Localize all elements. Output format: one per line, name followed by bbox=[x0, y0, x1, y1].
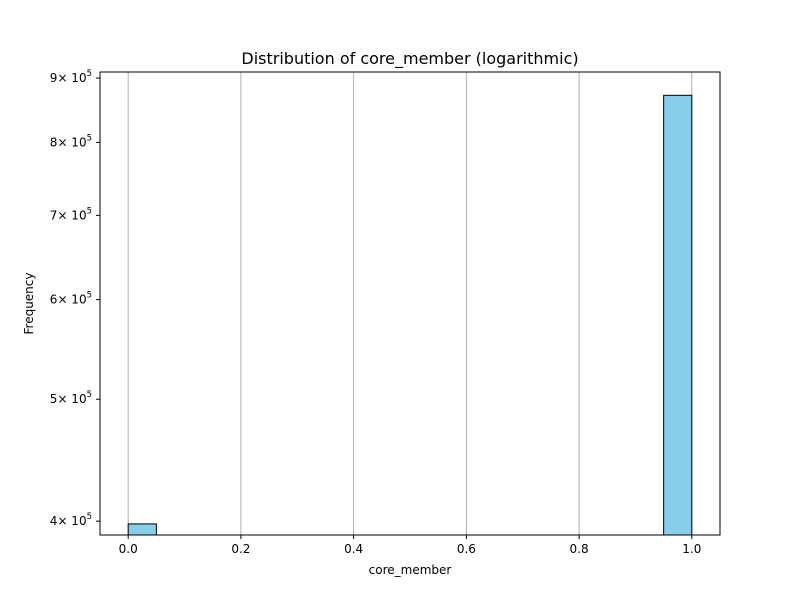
y-tick-base: × 10 bbox=[57, 71, 86, 85]
plot-frame bbox=[99, 71, 721, 536]
y-tick-exponent: 5 bbox=[87, 512, 92, 522]
histogram-bar bbox=[127, 523, 157, 536]
y-tick-exponent: 5 bbox=[87, 133, 92, 143]
y-axis-label: Frequency bbox=[22, 273, 36, 335]
chart-title: Distribution of core_member (logarithmic… bbox=[241, 49, 578, 69]
x-tick-label: 0.2 bbox=[231, 542, 250, 556]
y-tick-base: × 10 bbox=[57, 208, 86, 222]
y-tick-mantissa: 8 bbox=[50, 135, 58, 149]
y-tick-mantissa: 4 bbox=[50, 514, 58, 528]
x-tick-label: 0.0 bbox=[119, 542, 138, 556]
y-tick-label: 4× 105 bbox=[50, 512, 92, 528]
y-tick-label: 6× 105 bbox=[50, 291, 92, 307]
y-tick-mantissa: 6 bbox=[50, 293, 58, 307]
y-tick-base: × 10 bbox=[57, 135, 86, 149]
y-tick-base: × 10 bbox=[57, 514, 86, 528]
y-tick-mantissa: 9 bbox=[50, 71, 58, 85]
y-tick-exponent: 5 bbox=[87, 69, 92, 79]
bar-layer bbox=[127, 94, 693, 536]
x-axis-label: core_member bbox=[369, 563, 452, 577]
x-tick-label: 0.4 bbox=[344, 542, 363, 556]
x-tick-label: 0.8 bbox=[570, 542, 589, 556]
y-tick-exponent: 5 bbox=[87, 206, 92, 216]
y-tick-base: × 10 bbox=[57, 392, 86, 406]
x-tick-label: 0.6 bbox=[457, 542, 476, 556]
y-tick-exponent: 5 bbox=[87, 291, 92, 301]
y-tick-exponent: 5 bbox=[87, 390, 92, 400]
y-tick-mantissa: 7 bbox=[50, 208, 58, 222]
y-tick-base: × 10 bbox=[57, 293, 86, 307]
y-tick-mantissa: 5 bbox=[50, 392, 58, 406]
y-tick-label: 8× 105 bbox=[50, 133, 92, 149]
y-tick-label: 7× 105 bbox=[50, 206, 92, 222]
x-tick-label: 1.0 bbox=[682, 542, 701, 556]
histogram-bar bbox=[663, 94, 693, 536]
y-tick-label: 5× 105 bbox=[50, 390, 92, 406]
y-tick-label: 9× 105 bbox=[50, 69, 92, 85]
x-axis-ticks: 0.0 0.2 0.4 0.6 0.8 1.0 bbox=[119, 535, 701, 556]
